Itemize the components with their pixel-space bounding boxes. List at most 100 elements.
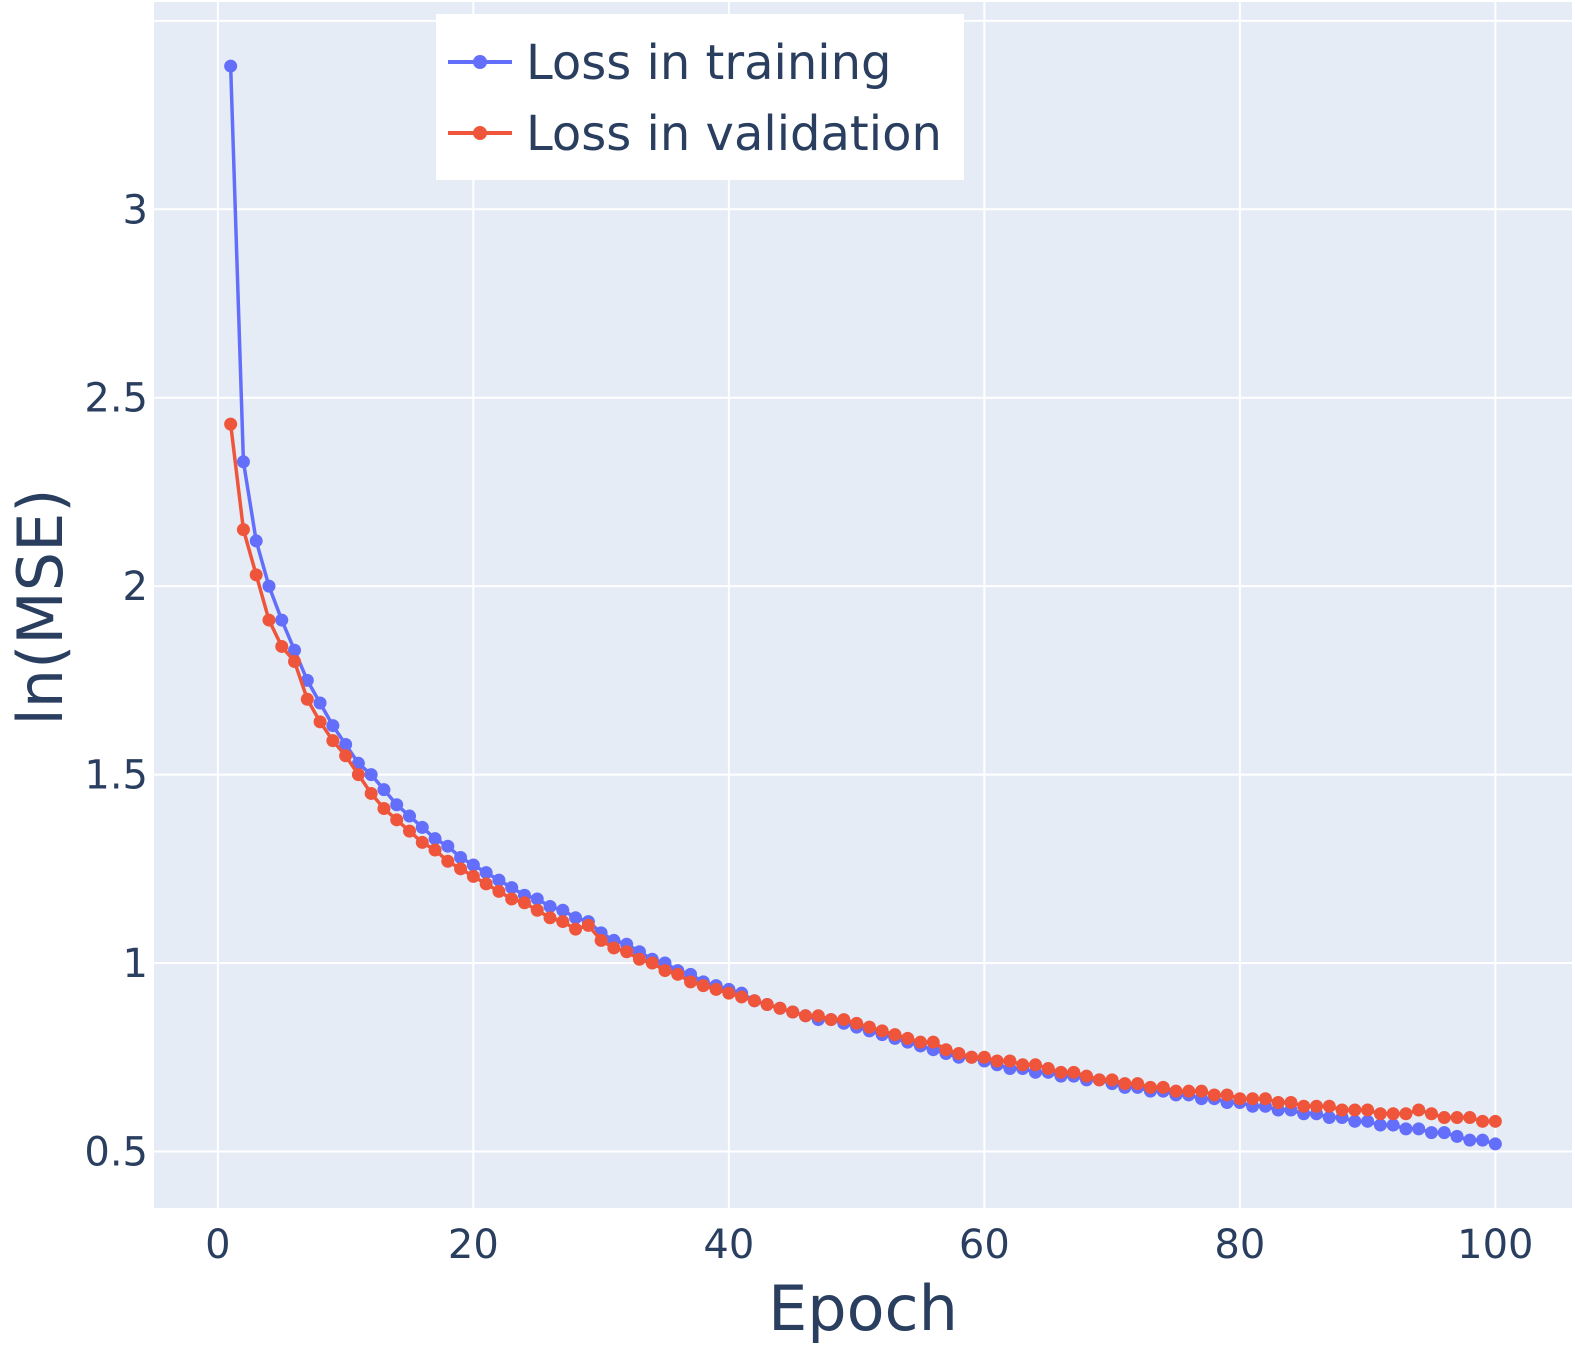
data-point: [1284, 1095, 1298, 1109]
legend-item-validation[interactable]: Loss in validation: [448, 106, 942, 162]
data-point: [236, 523, 250, 537]
data-point: [377, 802, 391, 816]
data-point: [517, 896, 531, 910]
data-point: [952, 1046, 966, 1060]
data-point: [224, 417, 238, 431]
data-point: [1476, 1133, 1490, 1147]
data-point: [1488, 1114, 1502, 1128]
data-point: [300, 692, 314, 706]
data-point: [1003, 1054, 1017, 1068]
plot-background: [154, 2, 1572, 1208]
data-point: [990, 1054, 1004, 1068]
data-point: [402, 824, 416, 838]
data-point: [262, 613, 276, 627]
data-point: [339, 737, 353, 751]
data-point: [1310, 1099, 1324, 1113]
data-point: [581, 918, 595, 932]
data-point: [1271, 1095, 1285, 1109]
y-tick-label: 1: [123, 941, 148, 987]
data-point: [1463, 1133, 1477, 1147]
data-point: [1297, 1099, 1311, 1113]
data-point: [1437, 1111, 1451, 1125]
data-point: [965, 1050, 979, 1064]
legend-item-training[interactable]: Loss in training: [448, 35, 892, 91]
data-point: [275, 613, 289, 627]
data-point: [1386, 1107, 1400, 1121]
data-point: [262, 579, 276, 593]
data-point: [811, 1009, 825, 1023]
data-point: [1373, 1107, 1387, 1121]
data-point: [1054, 1065, 1068, 1079]
data-point: [824, 1013, 838, 1027]
x-tick-label: 20: [448, 1222, 499, 1268]
data-point: [1016, 1058, 1030, 1072]
data-point: [939, 1043, 953, 1057]
y-tick-label: 2: [123, 564, 148, 610]
data-point: [1067, 1065, 1081, 1079]
data-point: [1041, 1062, 1055, 1076]
grid-layer: [154, 2, 1572, 1208]
y-axis-title: ln(MSE): [4, 489, 77, 726]
data-point: [441, 839, 455, 853]
series-layer: [224, 59, 1502, 1151]
data-point: [1348, 1103, 1362, 1117]
data-point: [530, 892, 544, 906]
data-point: [505, 892, 519, 906]
data-point: [1348, 1114, 1362, 1128]
data-point: [415, 835, 429, 849]
data-point: [339, 749, 353, 763]
data-point: [1386, 1118, 1400, 1132]
data-point: [1233, 1092, 1247, 1106]
data-point: [1258, 1092, 1272, 1106]
x-tick-label: 0: [205, 1222, 230, 1268]
data-point: [1195, 1084, 1209, 1098]
data-point: [313, 715, 327, 729]
data-point: [709, 982, 723, 996]
data-point: [684, 975, 698, 989]
x-tick-label: 80: [1214, 1222, 1265, 1268]
data-point: [773, 1001, 787, 1015]
legend-label: Loss in validation: [526, 106, 942, 162]
data-point: [288, 643, 302, 657]
data-point: [466, 858, 480, 872]
data-point: [390, 813, 404, 827]
y-tick-label: 3: [123, 187, 148, 233]
data-point: [1463, 1111, 1477, 1125]
series-validation: [224, 417, 1502, 1128]
legend-swatch-marker: [473, 126, 487, 140]
data-point: [1399, 1122, 1413, 1136]
data-point: [288, 655, 302, 669]
legend: Loss in training Loss in validation: [436, 14, 964, 180]
data-point: [1476, 1114, 1490, 1128]
data-point: [479, 877, 493, 891]
data-point: [696, 979, 710, 993]
data-point: [1080, 1069, 1094, 1083]
data-point: [760, 997, 774, 1011]
data-point: [364, 768, 378, 782]
data-point: [569, 911, 583, 925]
data-point: [249, 534, 263, 548]
data-point: [1118, 1077, 1132, 1091]
data-point: [1450, 1129, 1464, 1143]
data-point: [1450, 1111, 1464, 1125]
data-point: [1246, 1092, 1260, 1106]
data-point: [594, 933, 608, 947]
data-point: [428, 843, 442, 857]
data-point: [556, 915, 570, 929]
data-point: [530, 903, 544, 917]
x-tick-label: 100: [1457, 1222, 1533, 1268]
data-point: [632, 952, 646, 966]
data-point: [454, 862, 468, 876]
data-point: [351, 756, 365, 770]
data-point: [799, 1009, 813, 1023]
data-point: [1361, 1103, 1375, 1117]
data-point: [1105, 1073, 1119, 1087]
data-point: [1399, 1107, 1413, 1121]
data-point: [1322, 1111, 1336, 1125]
data-point: [1182, 1084, 1196, 1098]
data-point: [671, 967, 685, 981]
data-point: [1488, 1137, 1502, 1151]
y-tick-label: 2.5: [84, 376, 148, 422]
data-point: [351, 768, 365, 782]
data-point: [569, 922, 583, 936]
